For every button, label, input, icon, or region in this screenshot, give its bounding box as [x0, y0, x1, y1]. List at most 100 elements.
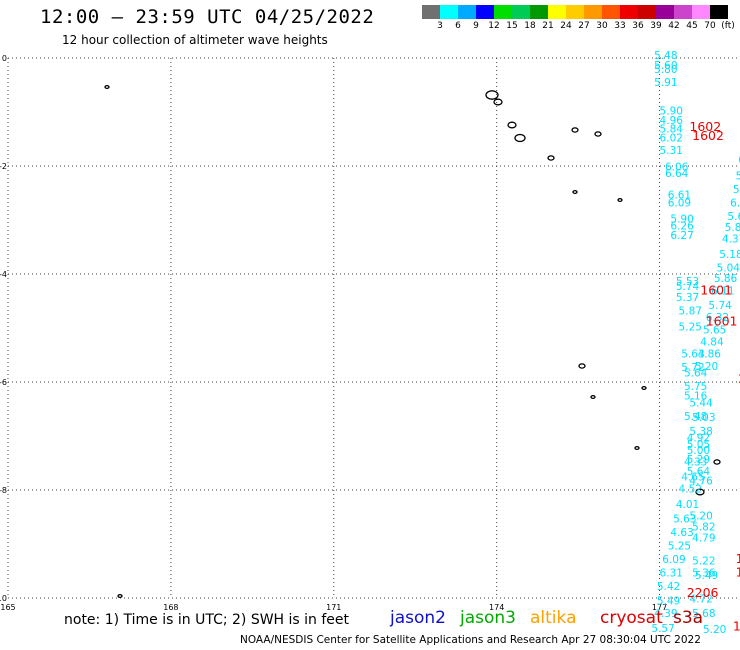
swh-label: 4.72	[689, 593, 712, 605]
swh-label: 5.36	[692, 567, 716, 579]
colorbar-swatch	[548, 5, 566, 19]
swh-label: 5.90	[660, 106, 683, 118]
swh-label: 5.82	[692, 522, 715, 534]
island-outline	[634, 445, 640, 451]
swh-label: 4.84	[700, 336, 724, 348]
colorbar-label: 42	[668, 21, 680, 31]
island-outline	[578, 363, 586, 369]
swh-label: 6.66	[730, 198, 740, 210]
swh-label: 4.86	[698, 349, 722, 361]
map-subtitle: 12 hour collection of altimeter wave hei…	[62, 33, 328, 47]
swh-label: 5.74	[676, 281, 700, 293]
colorbar-label: 18	[524, 21, 536, 31]
colorbar-swatch	[674, 5, 692, 19]
colorbar-label: 12	[488, 21, 500, 31]
swh-label: 5.48	[654, 50, 677, 62]
pass-time-label: 2206	[687, 585, 719, 600]
pass-time-label: 1602	[692, 128, 724, 143]
pass-time-label: 1601	[700, 283, 732, 298]
colorbar-swatch	[422, 5, 440, 19]
swh-label: 4.65	[681, 471, 704, 483]
swh-label: 6.1	[738, 154, 740, 166]
pass-time-label: 160	[736, 564, 740, 579]
swh-label: 5.20	[703, 624, 726, 636]
swh-label: 6.64	[665, 168, 689, 180]
swh-label: 5.31	[660, 145, 683, 157]
swh-label: 5.84	[660, 124, 684, 136]
swh-label: 4.76	[689, 476, 713, 488]
island-outline	[695, 488, 705, 496]
swh-label: 5.29	[687, 454, 710, 466]
swh-label: 5.20	[695, 361, 718, 373]
map-title: 12:00 – 23:59 UTC 04/25/2022	[40, 6, 375, 28]
swh-label: 5.00	[687, 445, 710, 457]
swh-label: 5.25	[668, 540, 691, 552]
swh-label: 5.65	[703, 324, 726, 336]
colorbar-swatch	[458, 5, 476, 19]
swh-label: 5.49	[695, 570, 718, 582]
grid-lines	[7, 57, 740, 599]
swh-label: 5.42	[657, 581, 680, 593]
colorbar-label: 70	[704, 21, 716, 31]
swh-label: 4.01	[676, 499, 699, 511]
swh-label: 5.74	[708, 300, 732, 312]
swh-label: 5.64	[687, 466, 711, 478]
satellite-jason3: jason3	[460, 608, 516, 628]
axis-ticks: 0 -2 -4 -6 -8 -10165 168 171 174 177	[0, 54, 667, 612]
colorbar-swatch	[530, 5, 548, 19]
colorbar-label: 30	[596, 21, 608, 31]
swh-label: 5.04	[717, 262, 740, 274]
swh-label: 4.52	[679, 484, 702, 496]
y-tick-label: 0	[2, 54, 7, 63]
island-outline	[594, 131, 602, 137]
swh-label: 5.20	[689, 511, 712, 523]
y-tick-label: -6	[0, 378, 7, 387]
satellite-s3a: s3a	[673, 608, 704, 628]
y-tick-label: -8	[0, 486, 7, 495]
colorbar-label: 45	[686, 21, 698, 31]
island-outline	[514, 133, 526, 143]
footnote: note: 1) Time is in UTC; 2) SWH is in fe…	[64, 612, 350, 628]
colorbar-label: 9	[473, 21, 479, 31]
colorbar-swatch	[512, 5, 530, 19]
pass-time-label: 1601	[706, 313, 738, 328]
pass-time-label: 1602	[689, 119, 721, 134]
island-outlines	[104, 84, 721, 599]
swh-label: 6.31	[660, 567, 683, 579]
wave-height-labels: 5.485.605.805.915.904.965.846.025.316.06…	[651, 50, 740, 636]
colorbar-label: 33	[614, 21, 626, 31]
colorbar-swatch	[440, 5, 458, 19]
swh-label: 5.57	[651, 623, 674, 635]
swh-label: 5.53	[676, 276, 699, 288]
pass-time-label: 2206	[738, 371, 740, 386]
island-outline	[571, 127, 579, 133]
swh-label: 6.27	[670, 230, 693, 242]
colorbar-label: 39	[650, 21, 662, 31]
pass-time-label: 160	[736, 551, 740, 566]
colorbar-swatch	[710, 5, 728, 19]
swh-label: 5.37	[676, 292, 699, 304]
colorbar-swatch	[584, 5, 602, 19]
colorbar-label: 24	[560, 21, 572, 31]
colorbar-label: 27	[578, 21, 590, 31]
colorbar-label: 21	[542, 21, 554, 31]
colorbar-label: 6	[455, 21, 461, 31]
swh-label: 5.18	[719, 249, 740, 261]
swh-label: 5.74	[733, 184, 740, 196]
swh-label: 5.63	[673, 513, 696, 525]
colorbar-swatch	[476, 5, 494, 19]
swh-label: 4.96	[660, 115, 684, 127]
y-tick-label: -4	[0, 270, 7, 279]
x-tick-label: 177	[652, 603, 667, 612]
swh-label: 4.79	[692, 532, 715, 544]
colorbar-swatch	[638, 5, 656, 19]
swh-label: 5.91	[654, 77, 677, 89]
swh-label: 4.39	[654, 608, 677, 620]
swh-label: 5.63	[681, 349, 704, 361]
swh-label: 5.87	[725, 222, 740, 234]
y-tick-label: -10	[0, 594, 7, 603]
swh-label: 6.06	[665, 161, 689, 173]
island-outline	[507, 121, 517, 129]
